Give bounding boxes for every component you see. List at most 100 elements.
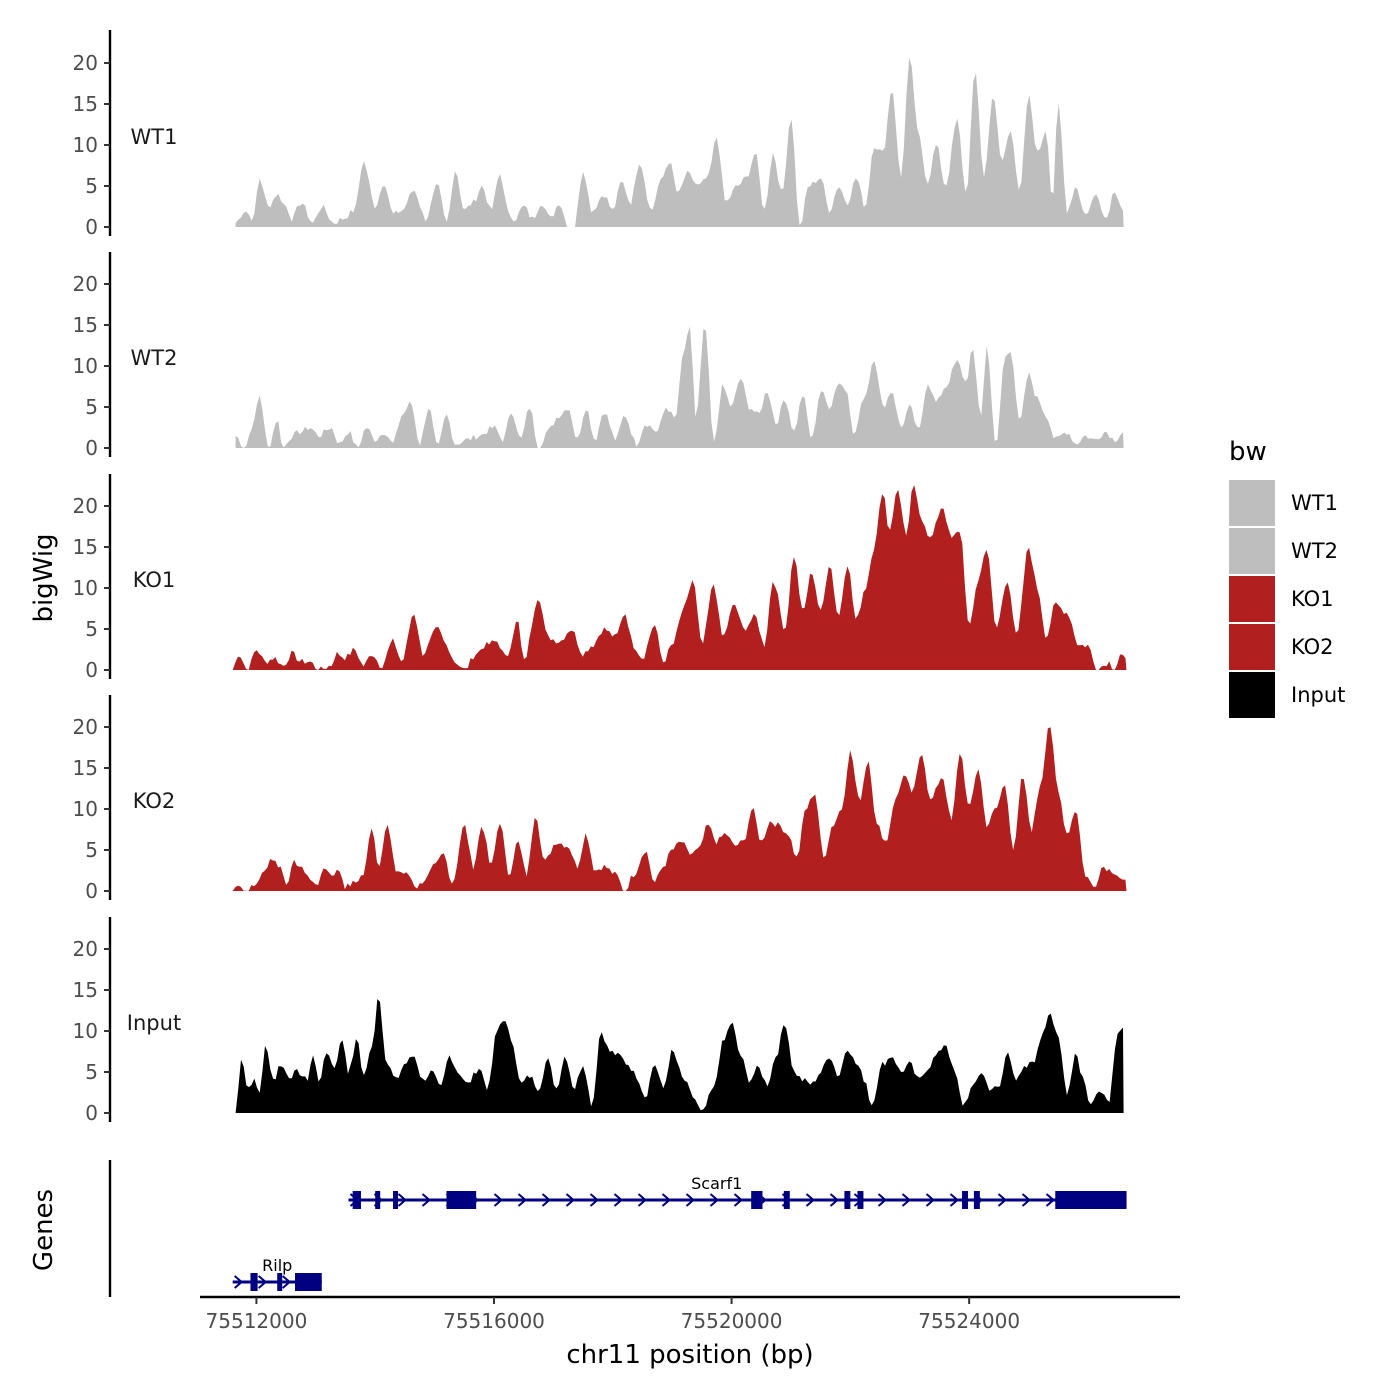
legend-label-ko1: KO1 <box>1291 587 1334 611</box>
y-tick-label: 0 <box>85 879 98 903</box>
area-ko1 <box>232 485 1127 670</box>
y-tick-label: 20 <box>73 494 98 518</box>
y-tick-label: 15 <box>73 978 98 1002</box>
x-tick-label: 75520000 <box>681 1309 783 1333</box>
legend-key-ko2 <box>1229 624 1275 670</box>
y-tick-label: 5 <box>85 174 98 198</box>
strand-arrow <box>541 1193 552 1207</box>
y-tick-label: 5 <box>85 838 98 862</box>
track-ko2: 0 5 10 15 20 KO2 <box>73 695 1127 903</box>
x-axis: 75512000 75516000 75520000 75524000 <box>200 1295 1180 1333</box>
x-axis-title: chr11 position (bp) <box>566 1340 813 1370</box>
track-wt2: 0 5 10 15 20 WT2 <box>73 252 1124 460</box>
exon <box>751 1191 763 1209</box>
strand-arrow <box>661 1193 672 1207</box>
strand-arrow <box>589 1193 600 1207</box>
legend-key-wt1 <box>1229 480 1275 526</box>
area-wt2 <box>235 326 1124 448</box>
exon <box>295 1273 322 1291</box>
x-tick-label: 75516000 <box>443 1309 545 1333</box>
y-tick-label: 5 <box>85 1060 98 1084</box>
strand-arrow <box>733 1193 744 1207</box>
y-tick-label: 10 <box>73 576 98 600</box>
y-tick-label: 10 <box>73 133 98 157</box>
legend-key-ko1 <box>1229 576 1275 622</box>
strand-arrow <box>517 1193 528 1207</box>
strand-arrow <box>421 1193 432 1207</box>
gene-rilp: Rilp <box>232 1256 322 1291</box>
y-tick-label: 20 <box>73 272 98 296</box>
strand-arrow <box>901 1193 912 1207</box>
gene-label: Scarf1 <box>691 1174 742 1193</box>
y-tick-label: 0 <box>85 1101 98 1125</box>
legend-label-wt1: WT1 <box>1291 491 1338 515</box>
exon <box>973 1191 980 1209</box>
x-tick-label: 75512000 <box>206 1309 308 1333</box>
exon <box>1055 1191 1127 1209</box>
y-tick-label: 0 <box>85 215 98 239</box>
exon <box>277 1273 283 1291</box>
y-axis-title: bigWig <box>29 533 59 622</box>
strand-arrow <box>258 1275 268 1289</box>
y-tick-label: 20 <box>73 715 98 739</box>
strand-arrow <box>234 1275 244 1289</box>
strand-arrow <box>493 1193 504 1207</box>
strand-arrow <box>709 1193 720 1207</box>
strand-arrow <box>282 1275 292 1289</box>
y-tick-label: 5 <box>85 395 98 419</box>
y-tick-label: 10 <box>73 797 98 821</box>
exon <box>857 1191 864 1209</box>
strand-arrow <box>685 1193 696 1207</box>
y-tick-label: 15 <box>73 92 98 116</box>
track-label-wt1: WT1 <box>131 125 178 149</box>
strand-arrow <box>397 1193 408 1207</box>
coverage-tracks: 0 5 10 15 20 WT1 0 5 10 15 20 WT2 0 5 10 15 20 KO1 0 5 10 15 2… <box>73 30 1127 1125</box>
y-tick-label: 15 <box>73 313 98 337</box>
y-tick-label: 10 <box>73 354 98 378</box>
y-tick-label: 20 <box>73 937 98 961</box>
area-ko2 <box>232 727 1127 891</box>
track-input: 0 5 10 15 20 Input <box>73 917 1124 1125</box>
legend-label-input: Input <box>1291 683 1345 707</box>
strand-arrow <box>997 1193 1008 1207</box>
legend-label-wt2: WT2 <box>1291 539 1338 563</box>
strand-arrow <box>637 1193 648 1207</box>
legend-key-wt2 <box>1229 528 1275 574</box>
strand-arrow <box>613 1193 624 1207</box>
exon <box>393 1191 399 1209</box>
strand-arrow <box>1045 1193 1056 1207</box>
exon <box>783 1191 790 1209</box>
exon <box>446 1191 477 1209</box>
track-label-input: Input <box>127 1011 181 1035</box>
gene-scarf1: Scarf1 <box>348 1174 1127 1209</box>
strand-arrow <box>565 1193 576 1207</box>
y-tick-label: 0 <box>85 658 98 682</box>
legend-key-input <box>1229 672 1275 718</box>
genes-axis-title: Genes <box>29 1189 59 1271</box>
y-tick-label: 15 <box>73 535 98 559</box>
exon <box>352 1191 361 1209</box>
legend-title: bw <box>1229 437 1267 467</box>
track-label-wt2: WT2 <box>131 346 178 370</box>
exon <box>844 1191 851 1209</box>
y-tick-label: 10 <box>73 1019 98 1043</box>
genes-track: Scarf1 Rilp <box>108 1160 1127 1297</box>
strand-arrow <box>877 1193 888 1207</box>
exon <box>250 1273 258 1291</box>
area-wt1 <box>235 57 1124 228</box>
strand-arrow <box>949 1193 960 1207</box>
track-wt1: 0 5 10 15 20 WT1 <box>73 30 1124 239</box>
track-ko1: 0 5 10 15 20 KO1 <box>73 474 1127 682</box>
y-tick-label: 15 <box>73 756 98 780</box>
track-label-ko1: KO1 <box>133 568 176 592</box>
track-label-ko2: KO2 <box>133 789 176 813</box>
x-tick-label: 75524000 <box>918 1309 1020 1333</box>
area-input <box>235 999 1124 1113</box>
strand-arrow <box>829 1193 840 1207</box>
y-tick-label: 5 <box>85 617 98 641</box>
exon <box>962 1191 968 1209</box>
y-tick-label: 20 <box>73 51 98 75</box>
strand-arrow <box>1021 1193 1032 1207</box>
legend: bw WT1 WT2 KO1 KO2 Input <box>1229 437 1345 718</box>
